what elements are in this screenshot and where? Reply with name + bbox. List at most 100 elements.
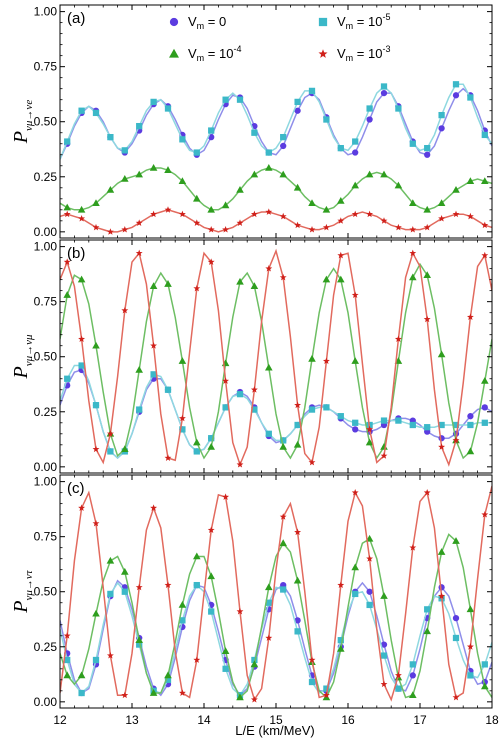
series-triangle bbox=[60, 163, 492, 213]
data-point-triangle bbox=[293, 576, 302, 584]
data-point-triangle bbox=[178, 177, 187, 184]
data-point-triangle bbox=[452, 186, 460, 193]
series-triangle bbox=[60, 262, 492, 460]
panel-label: (a) bbox=[67, 10, 85, 27]
data-point-triangle bbox=[77, 671, 86, 679]
y-axis-label-main: P bbox=[10, 601, 32, 614]
y-tick-label: 0.25 bbox=[34, 170, 58, 184]
data-point-star bbox=[78, 215, 86, 222]
data-point-square bbox=[222, 665, 229, 672]
data-point-triangle bbox=[207, 572, 215, 580]
legend-entry: Vm = 10-3 bbox=[318, 44, 390, 63]
legend: Vm = 0 Vm = 10-5 Vm = 10-4 Vm = 10-3 bbox=[169, 12, 390, 63]
series-line-triangle bbox=[60, 533, 492, 699]
data-point-circle bbox=[366, 588, 373, 595]
data-point-triangle bbox=[221, 647, 230, 654]
data-point-triangle bbox=[193, 552, 201, 560]
data-point-star bbox=[222, 493, 230, 500]
data-point-square bbox=[193, 581, 200, 589]
series-star bbox=[60, 206, 492, 235]
legend-marker-circle bbox=[169, 17, 179, 27]
data-point-triangle bbox=[135, 170, 143, 178]
data-point-triangle bbox=[394, 181, 403, 189]
y-tick-label: 0.25 bbox=[34, 640, 58, 654]
data-point-star bbox=[106, 430, 114, 437]
data-point-star bbox=[481, 251, 489, 259]
data-point-triangle bbox=[337, 197, 345, 204]
legend-label: Vm = 10-5 bbox=[337, 12, 390, 31]
data-point-triangle bbox=[337, 644, 345, 652]
data-point-triangle bbox=[452, 537, 460, 544]
series-line-square bbox=[60, 581, 492, 697]
data-point-square bbox=[294, 628, 301, 635]
data-point-square bbox=[78, 689, 85, 697]
data-point-triangle bbox=[63, 291, 71, 298]
data-point-star bbox=[193, 656, 201, 663]
data-point-star bbox=[438, 443, 446, 450]
data-point-star bbox=[265, 634, 273, 641]
data-point-star bbox=[207, 226, 215, 233]
data-point-star bbox=[92, 519, 100, 527]
data-point-square bbox=[308, 87, 316, 95]
data-point-square bbox=[265, 599, 272, 606]
y-axis-label-main: P bbox=[10, 131, 32, 144]
data-point-circle bbox=[409, 672, 416, 679]
data-point-square bbox=[481, 131, 488, 139]
data-point-star bbox=[294, 221, 302, 229]
legend-label-rest: = 10 bbox=[353, 14, 382, 29]
data-point-triangle bbox=[437, 199, 446, 206]
data-point-star bbox=[308, 458, 316, 466]
data-point-star bbox=[466, 313, 474, 320]
data-point-star bbox=[337, 217, 345, 224]
y-tick-label: 0.00 bbox=[34, 695, 58, 709]
data-point-triangle bbox=[63, 203, 71, 211]
data-point-star bbox=[106, 651, 114, 659]
data-point-triangle bbox=[380, 170, 388, 178]
data-point-star bbox=[236, 219, 244, 226]
legend-label: Vm = 10-4 bbox=[188, 44, 241, 63]
data-point-square bbox=[409, 421, 416, 429]
data-point-circle bbox=[380, 89, 388, 97]
data-point-square bbox=[395, 685, 402, 692]
data-point-square bbox=[265, 149, 272, 156]
panel-label: (b) bbox=[67, 245, 85, 262]
y-axis-label-sub: νμ→νe bbox=[23, 100, 35, 131]
data-point-square bbox=[136, 641, 143, 648]
data-point-triangle bbox=[293, 440, 302, 448]
data-point-square bbox=[222, 96, 229, 103]
data-point-triangle bbox=[409, 273, 417, 281]
data-point-star bbox=[279, 212, 287, 220]
data-point-star bbox=[394, 671, 402, 679]
data-point-square bbox=[294, 421, 301, 429]
data-point-square bbox=[92, 402, 100, 409]
data-point-square bbox=[380, 83, 388, 90]
data-point-triangle bbox=[337, 275, 345, 283]
data-point-square bbox=[323, 404, 330, 411]
legend-label: Vm = 0 bbox=[188, 14, 226, 31]
data-point-star bbox=[164, 581, 172, 589]
data-point-square bbox=[323, 116, 330, 123]
series-star bbox=[60, 485, 492, 703]
data-point-star bbox=[250, 210, 258, 218]
data-point-square bbox=[280, 586, 287, 593]
data-point-star bbox=[222, 377, 230, 384]
series-line-square bbox=[60, 83, 492, 160]
data-point-star bbox=[250, 696, 258, 703]
data-point-star bbox=[150, 504, 158, 511]
data-point-star bbox=[78, 504, 86, 511]
data-point-star bbox=[423, 315, 431, 323]
series-line-triangle bbox=[60, 167, 492, 211]
legend-label-rest: = 10 bbox=[353, 46, 382, 61]
data-point-star bbox=[78, 335, 86, 343]
data-point-circle bbox=[467, 413, 474, 420]
data-point-triangle bbox=[409, 691, 417, 699]
data-point-triangle bbox=[164, 280, 172, 287]
data-point-star bbox=[452, 210, 460, 218]
data-point-star bbox=[409, 544, 417, 551]
data-point-square bbox=[107, 448, 114, 455]
data-point-star bbox=[207, 258, 215, 265]
data-point-star bbox=[423, 223, 431, 231]
data-point-star bbox=[308, 226, 316, 233]
x-tick-label: 14 bbox=[197, 713, 211, 727]
